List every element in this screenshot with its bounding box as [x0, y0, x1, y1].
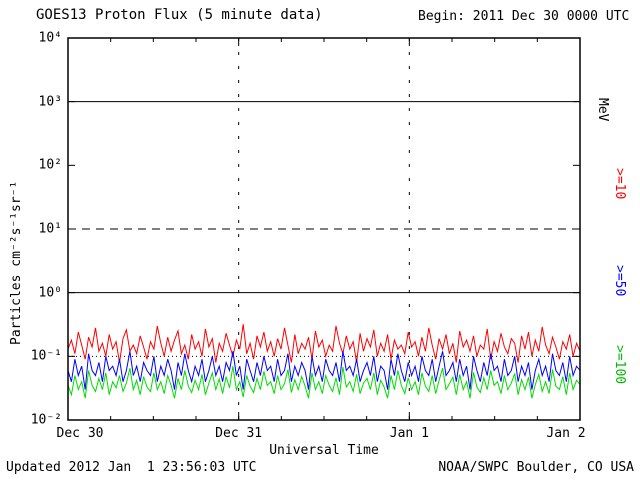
- legend-ge100-label: >=100: [612, 345, 627, 385]
- y-axis-label: Particles cm⁻²s⁻¹sr⁻¹: [9, 180, 24, 345]
- y-tick-label: 10⁴: [38, 30, 62, 46]
- legend-ge10-label: >=10: [612, 168, 627, 200]
- x-tick-label: Dec 30: [56, 426, 104, 441]
- source-credit: NOAA/SWPC Boulder, CO USA: [438, 460, 634, 475]
- series--100-mev: [67, 366, 581, 399]
- updated-timestamp: Updated 2012 Jan 1 23:56:03 UTC: [6, 460, 257, 475]
- y-tick-label: 10⁻¹: [30, 348, 62, 364]
- x-tick-label: Jan 1: [389, 426, 429, 441]
- begin-time-label: Begin: 2011 Dec 30 0000 UTC: [418, 9, 630, 24]
- plot-border: [67, 37, 581, 421]
- y-tick-label: 10²: [38, 157, 62, 173]
- y-tick-label: 10³: [38, 94, 62, 110]
- x-tick-label: Jan 2: [546, 426, 586, 441]
- right-unit-label: MeV: [595, 98, 610, 122]
- page-title: GOES13 Proton Flux (5 minute data): [36, 7, 323, 23]
- series--10-mev: [67, 324, 581, 363]
- series--50-mev: [67, 351, 581, 390]
- legend-ge50-label: >=50: [612, 265, 627, 297]
- x-tick-label: Dec 31: [215, 426, 263, 441]
- x-axis-label: Universal Time: [269, 443, 379, 458]
- y-tick-label: 10⁰: [38, 285, 62, 301]
- y-tick-label: 10¹: [38, 221, 62, 237]
- y-tick-label: 10⁻²: [30, 412, 62, 428]
